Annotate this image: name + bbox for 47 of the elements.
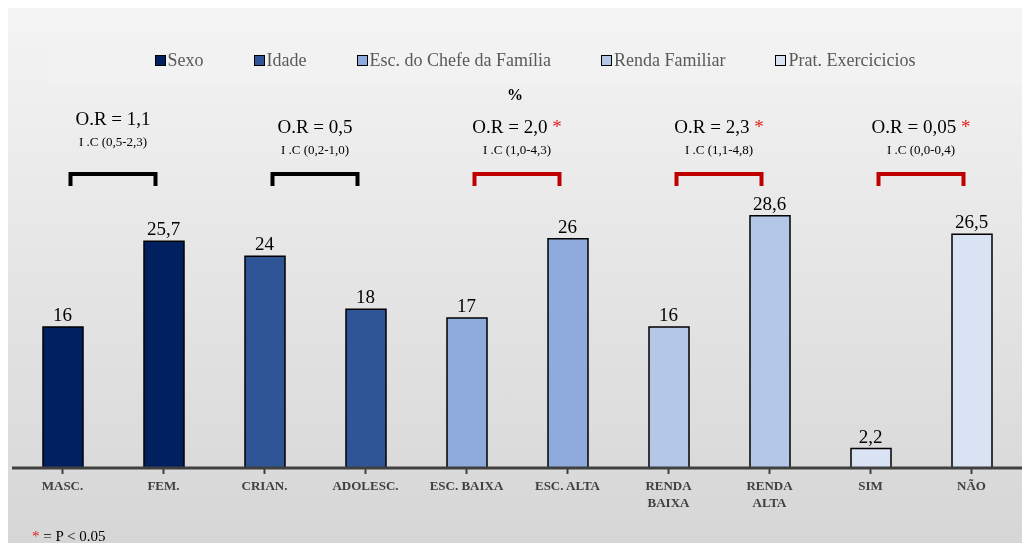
bar [850,447,892,468]
data-label: 24 [255,233,275,255]
legend-label: Renda Familiar [614,49,726,71]
bar [648,326,690,468]
bar [345,308,387,468]
chart-subtitle: % [507,86,523,103]
x-tick-label: ESC. BAIXA [429,478,504,493]
x-tick-label: NÃO [957,478,986,493]
text: O.R = 1,1 [75,108,151,129]
text: * = P < 0.05 [32,528,106,543]
bar [143,240,185,468]
data-label: 17 [457,295,476,317]
text: O.R = 2,0 * [472,116,562,137]
bar [446,317,488,468]
bar [42,326,84,468]
legend-label: Sexo [167,49,204,71]
text: I .C (0,2-1,0) [280,142,350,157]
legend-label: Prat. Exercicicios [788,49,916,71]
bar [951,233,993,468]
x-tick-label: MASC. [41,478,84,493]
x-tick-label: CRIAN. [241,478,288,493]
legend-label: Esc. do Chefe da Família [369,49,551,71]
x-tick-label: FEM. [147,478,180,493]
text: I .C (0,5-2,3) [78,134,148,149]
data-label: 26,5 [954,211,989,233]
data-label: 28,6 [752,192,787,214]
text: I .C (0,0-0,4) [886,142,956,157]
legend-label: Idade [266,49,307,71]
bar [547,237,589,468]
data-label: 16 [659,303,678,325]
text: I .C (1,0-4,3) [482,142,552,157]
data-label: 25,7 [146,218,181,240]
data-label: 2,2 [858,425,883,447]
text: O.R = 0,5 [277,116,353,137]
x-tick-label: RENDA ALTA [746,478,794,510]
x-tick-label: RENDA BAIXA [645,478,693,510]
x-tick-label: SIM [858,478,883,493]
data-label: 16 [53,303,72,325]
x-tick-label: ESC. ALTA [534,478,601,493]
bar [749,215,791,468]
x-tick-label: ADOLESC. [332,478,399,493]
bar [244,255,286,468]
data-label: 26 [558,215,577,237]
data-label: 18 [356,286,375,308]
text: O.R = 0,05 * [871,116,971,137]
text: I .C (1,1-4,8) [684,142,754,157]
text: O.R = 2,3 * [674,116,764,137]
